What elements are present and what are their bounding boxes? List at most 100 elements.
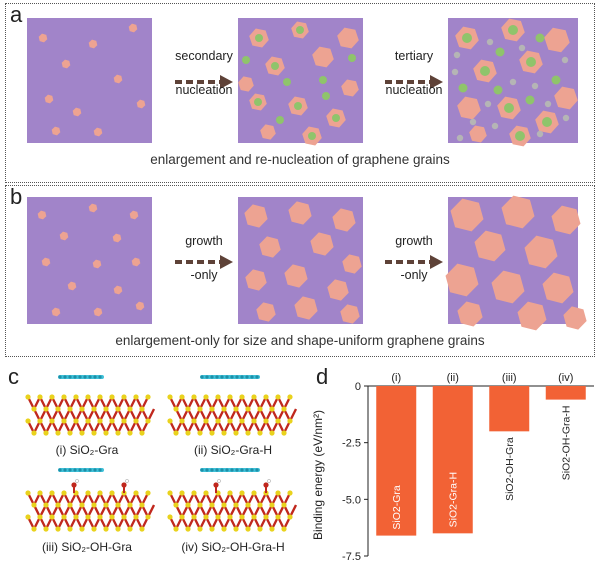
si-atom bbox=[227, 394, 233, 400]
tertiary-nucleus bbox=[484, 100, 492, 108]
si-atom bbox=[239, 418, 245, 424]
grain bbox=[88, 203, 98, 213]
secondary-nucleus bbox=[480, 66, 490, 76]
secondary-nucleus bbox=[255, 34, 263, 42]
carbon-atom bbox=[210, 468, 214, 472]
si-atom bbox=[185, 502, 191, 508]
carbon-atom bbox=[73, 468, 77, 472]
grain bbox=[61, 59, 71, 69]
si-atom bbox=[209, 502, 215, 508]
category-label: (i) bbox=[391, 372, 401, 384]
carbon-atom bbox=[78, 468, 82, 472]
grain bbox=[93, 307, 103, 317]
secondary-nucleus bbox=[525, 95, 535, 105]
si-atom bbox=[179, 394, 185, 400]
grain bbox=[312, 46, 334, 68]
si-atom bbox=[203, 490, 209, 496]
panel-b-letter: b bbox=[10, 184, 23, 209]
si-atom bbox=[127, 406, 133, 412]
si-atom bbox=[73, 514, 79, 520]
si-atom bbox=[257, 526, 263, 532]
carbon-atom bbox=[245, 375, 249, 379]
si-atom bbox=[37, 418, 43, 424]
si-atom bbox=[239, 394, 245, 400]
si-atom bbox=[103, 406, 109, 412]
si-atom bbox=[37, 514, 43, 520]
grain bbox=[92, 259, 102, 269]
si-atom bbox=[145, 514, 151, 520]
si-atom bbox=[67, 502, 73, 508]
structure-label-ii: (ii) SiO₂-Gra-H bbox=[194, 443, 272, 457]
panel-b-grains bbox=[37, 195, 587, 331]
si-atom bbox=[55, 406, 61, 412]
carbon-atom bbox=[93, 375, 97, 379]
si-atom bbox=[139, 406, 145, 412]
o-atom bbox=[121, 482, 127, 488]
carbon-atom bbox=[250, 468, 254, 472]
arrow-b1-label: growth -only bbox=[164, 233, 244, 283]
secondary-nucleus bbox=[526, 57, 536, 67]
grain bbox=[238, 76, 254, 92]
tertiary-nucleus bbox=[469, 118, 477, 126]
si-atom bbox=[43, 502, 49, 508]
grain bbox=[445, 263, 479, 297]
si-atom bbox=[61, 418, 67, 424]
si-atom bbox=[109, 394, 115, 400]
si-atom bbox=[179, 490, 185, 496]
grain bbox=[260, 124, 276, 140]
carbon-atom bbox=[240, 468, 244, 472]
panel-b-frame bbox=[5, 185, 595, 357]
si-atom bbox=[79, 526, 85, 532]
si-atom bbox=[263, 418, 269, 424]
si-atom bbox=[203, 418, 209, 424]
si-atom bbox=[209, 406, 215, 412]
y-tick-label: 0 bbox=[355, 381, 361, 393]
si-atom bbox=[173, 502, 179, 508]
tertiary-nucleus bbox=[509, 78, 517, 86]
si-atom bbox=[173, 430, 179, 436]
si-atom bbox=[197, 406, 203, 412]
silica-slab bbox=[25, 468, 156, 532]
y-tick-label: -7.5 bbox=[342, 551, 361, 561]
si-atom bbox=[97, 418, 103, 424]
si-atom bbox=[167, 514, 173, 520]
grain bbox=[93, 127, 103, 137]
si-atom bbox=[91, 526, 97, 532]
si-atom bbox=[145, 394, 151, 400]
si-atom bbox=[127, 430, 133, 436]
carbon-atom bbox=[63, 375, 67, 379]
si-atom bbox=[79, 406, 85, 412]
arrow-a1 bbox=[175, 75, 233, 89]
secondary-nucleus bbox=[308, 132, 316, 140]
secondary-nucleus bbox=[294, 102, 302, 110]
si-atom bbox=[115, 502, 121, 508]
arrow-a1-label-line2: nucleation bbox=[175, 83, 233, 97]
si-atom bbox=[209, 526, 215, 532]
si-atom bbox=[191, 490, 197, 496]
si-atom bbox=[103, 526, 109, 532]
panel-a-substrate-1 bbox=[27, 18, 152, 143]
si-atom bbox=[85, 394, 91, 400]
carbon-atom bbox=[250, 375, 254, 379]
si-atom bbox=[287, 490, 293, 496]
si-atom bbox=[49, 490, 55, 496]
si-atom bbox=[49, 514, 55, 520]
si-atom bbox=[281, 502, 287, 508]
category-label: (ii) bbox=[447, 372, 459, 384]
tertiary-nucleus bbox=[456, 134, 464, 142]
grain bbox=[41, 257, 51, 267]
si-atom bbox=[133, 394, 139, 400]
grain bbox=[469, 125, 487, 143]
panel-a-frame bbox=[5, 3, 595, 183]
grain bbox=[113, 285, 123, 295]
carbon-atom bbox=[215, 375, 219, 379]
h-atom bbox=[125, 479, 129, 483]
secondary-nucleus bbox=[276, 116, 284, 124]
panel-c-structures bbox=[25, 375, 298, 532]
grain bbox=[450, 198, 484, 232]
si-atom bbox=[221, 430, 227, 436]
arrow-b2-label-line2: -only bbox=[400, 268, 428, 282]
carbon-atom bbox=[83, 468, 87, 472]
carbon-atom bbox=[88, 375, 92, 379]
grain bbox=[67, 281, 77, 291]
